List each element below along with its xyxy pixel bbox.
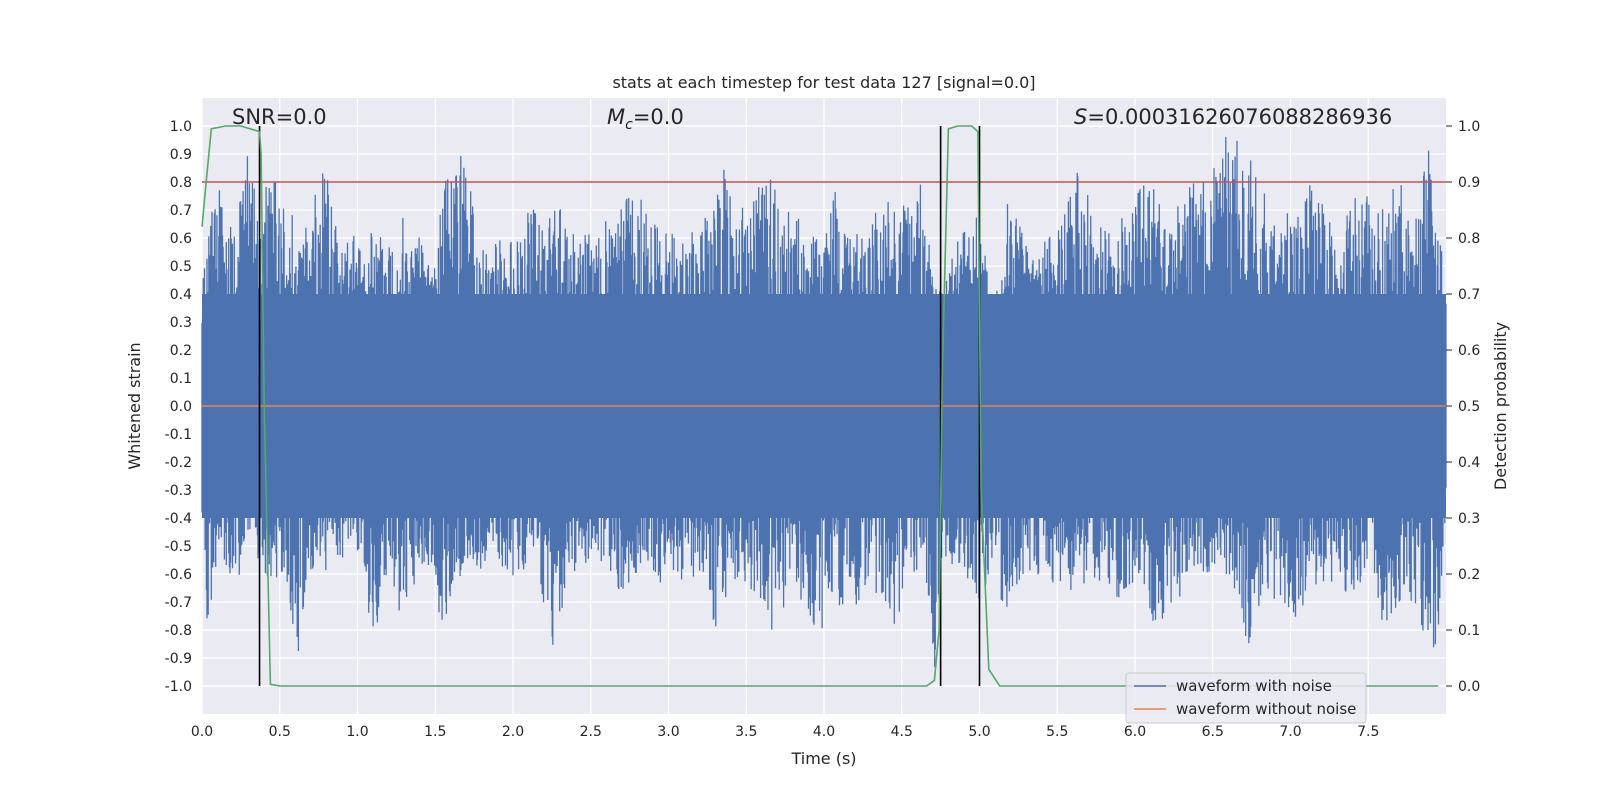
chirp-mass-symbol: M bbox=[607, 105, 625, 129]
y-tick-label-right: 0.9 bbox=[1458, 175, 1480, 191]
y-tick-label-left: 1.0 bbox=[170, 119, 192, 135]
y-tick-label-left: -0.6 bbox=[165, 567, 192, 583]
y-tick-label-left: 0.3 bbox=[170, 315, 192, 331]
y-tick-label-left: 0.0 bbox=[170, 399, 192, 415]
x-tick-label: 3.0 bbox=[657, 724, 679, 740]
x-tick-label: 2.5 bbox=[580, 724, 602, 740]
y-tick-label-left: 0.5 bbox=[170, 259, 192, 275]
y-tick-label-right: 0.3 bbox=[1458, 511, 1480, 527]
detection-probability-line bbox=[201, 125, 1439, 687]
y-tick-label-left: -0.5 bbox=[165, 539, 192, 555]
y-tick-label-right: 0.1 bbox=[1458, 623, 1480, 639]
chirp-mass-annotation: Mc=0.0 bbox=[607, 105, 684, 133]
x-tick-label: 7.5 bbox=[1357, 724, 1379, 740]
series-layer bbox=[201, 125, 1447, 687]
y-axis-label-left: Whitened strain bbox=[125, 342, 144, 469]
legend-label-noisy: waveform with noise bbox=[1176, 677, 1332, 695]
y-tick-label-left: 0.2 bbox=[170, 343, 192, 359]
chirp-mass-subscript: c bbox=[625, 117, 633, 133]
y-tick-label-left: 0.7 bbox=[170, 203, 192, 219]
score-symbol: S bbox=[1074, 105, 1087, 129]
snr-annotation: SNR=0.0 bbox=[232, 105, 327, 129]
ticks-layer: 0.0 0.5 1.0 1.5 2.0 2.5 3.0 3.5 4.0 4.5 5.0 5.5 6.0 6… bbox=[165, 119, 1481, 740]
x-tick-label: 6.0 bbox=[1124, 724, 1146, 740]
y-tick-label-left: -1.0 bbox=[165, 679, 192, 695]
y-tick-label-right: 0.0 bbox=[1458, 679, 1480, 695]
y-tick-label-right: 0.6 bbox=[1458, 343, 1480, 359]
x-tick-label: 0.0 bbox=[191, 724, 213, 740]
y-tick-label-right: 0.8 bbox=[1458, 231, 1480, 247]
y-tick-label-left: 0.8 bbox=[170, 175, 192, 191]
chirp-mass-value: =0.0 bbox=[633, 105, 684, 129]
y-tick-label-right: 1.0 bbox=[1458, 119, 1480, 135]
legend-label-clean: waveform without noise bbox=[1176, 700, 1356, 718]
y-tick-label-left: -0.7 bbox=[165, 595, 192, 611]
y-tick-label-left: -0.9 bbox=[165, 651, 192, 667]
y-tick-label-left: 0.6 bbox=[170, 231, 192, 247]
x-tick-label: 0.5 bbox=[269, 724, 291, 740]
score-value: =0.0003162607608828693​6 bbox=[1087, 105, 1392, 129]
y-tick-label-right: 0.4 bbox=[1458, 455, 1480, 471]
x-tick-label: 4.0 bbox=[813, 724, 835, 740]
y-axis-label-right: Detection probability bbox=[1491, 322, 1510, 490]
x-tick-label: 3.5 bbox=[735, 724, 757, 740]
x-tick-label: 5.0 bbox=[968, 724, 990, 740]
legend: waveform with noise waveform without noi… bbox=[1125, 672, 1367, 724]
x-tick-label: 6.5 bbox=[1202, 724, 1224, 740]
score-annotation: S=0.0003162607608828693​6 bbox=[1074, 105, 1392, 129]
y-tick-label-left: 0.9 bbox=[170, 147, 192, 163]
y-tick-label-left: -0.4 bbox=[165, 511, 192, 527]
y-tick-label-right: 0.2 bbox=[1458, 567, 1480, 583]
y-tick-label-left: -0.2 bbox=[165, 455, 192, 471]
y-tick-label-left: -0.3 bbox=[165, 483, 192, 499]
y-tick-label-left: -0.8 bbox=[165, 623, 192, 639]
y-tick-label-right: 0.7 bbox=[1458, 287, 1480, 303]
y-tick-label-left: -0.1 bbox=[165, 427, 192, 443]
noisy-waveform-line bbox=[201, 137, 1447, 668]
chart-title: stats at each timestep for test data 127… bbox=[612, 73, 1035, 92]
y-tick-label-right: 0.5 bbox=[1458, 399, 1480, 415]
x-tick-label: 4.5 bbox=[891, 724, 913, 740]
y-tick-label-left: 0.1 bbox=[170, 371, 192, 387]
x-axis-label: Time (s) bbox=[790, 749, 856, 768]
legend-box bbox=[1125, 672, 1367, 724]
x-tick-label: 2.0 bbox=[502, 724, 524, 740]
x-tick-label: 7.0 bbox=[1279, 724, 1301, 740]
y-tick-label-left: 0.4 bbox=[170, 287, 192, 303]
x-tick-label: 5.5 bbox=[1046, 724, 1068, 740]
x-tick-label: 1.0 bbox=[346, 724, 368, 740]
x-tick-label: 1.5 bbox=[424, 724, 446, 740]
